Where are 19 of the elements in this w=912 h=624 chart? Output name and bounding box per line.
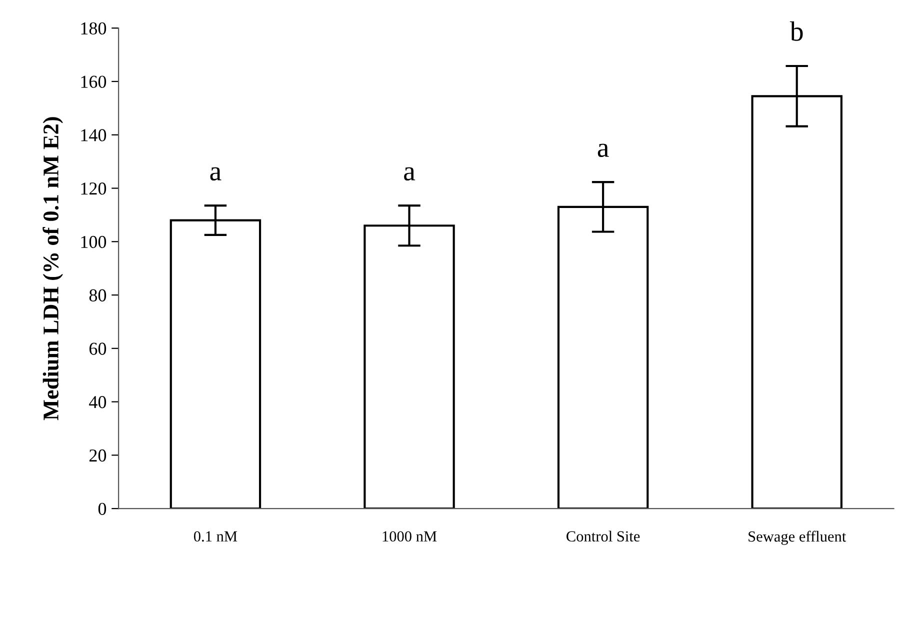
y-tick-label: 60 (89, 342, 106, 355)
x-tick-label: 0.1 nM (194, 531, 238, 542)
annotation: b (790, 21, 803, 41)
x-tick-label: Control Site (566, 530, 640, 542)
y-tick-label: 140 (81, 129, 106, 142)
y-tick-label: 40 (89, 396, 106, 408)
y-tick-label: 160 (81, 76, 106, 88)
y-tick-label: 120 (81, 182, 106, 195)
y-tick-label: 20 (89, 449, 106, 462)
x-tick-label: 1000 nM (382, 531, 437, 542)
x-tick-label: Sewage effluent (748, 530, 846, 545)
y-tick-label: 100 (81, 236, 106, 248)
annotation: a (598, 144, 609, 158)
y-axis-title: Medium LDH (% of 0.1 nM E2) (42, 117, 64, 420)
annotation: a (210, 167, 222, 181)
y-tick-label: 180 (81, 22, 106, 35)
y-tick-label: 80 (89, 289, 106, 302)
annotation: a (404, 167, 416, 181)
y-tick-label: 0 (98, 502, 106, 515)
